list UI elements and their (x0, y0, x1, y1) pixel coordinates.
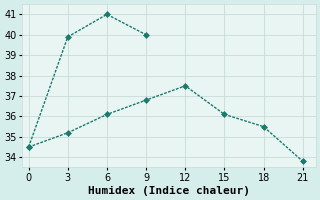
X-axis label: Humidex (Indice chaleur): Humidex (Indice chaleur) (88, 186, 250, 196)
